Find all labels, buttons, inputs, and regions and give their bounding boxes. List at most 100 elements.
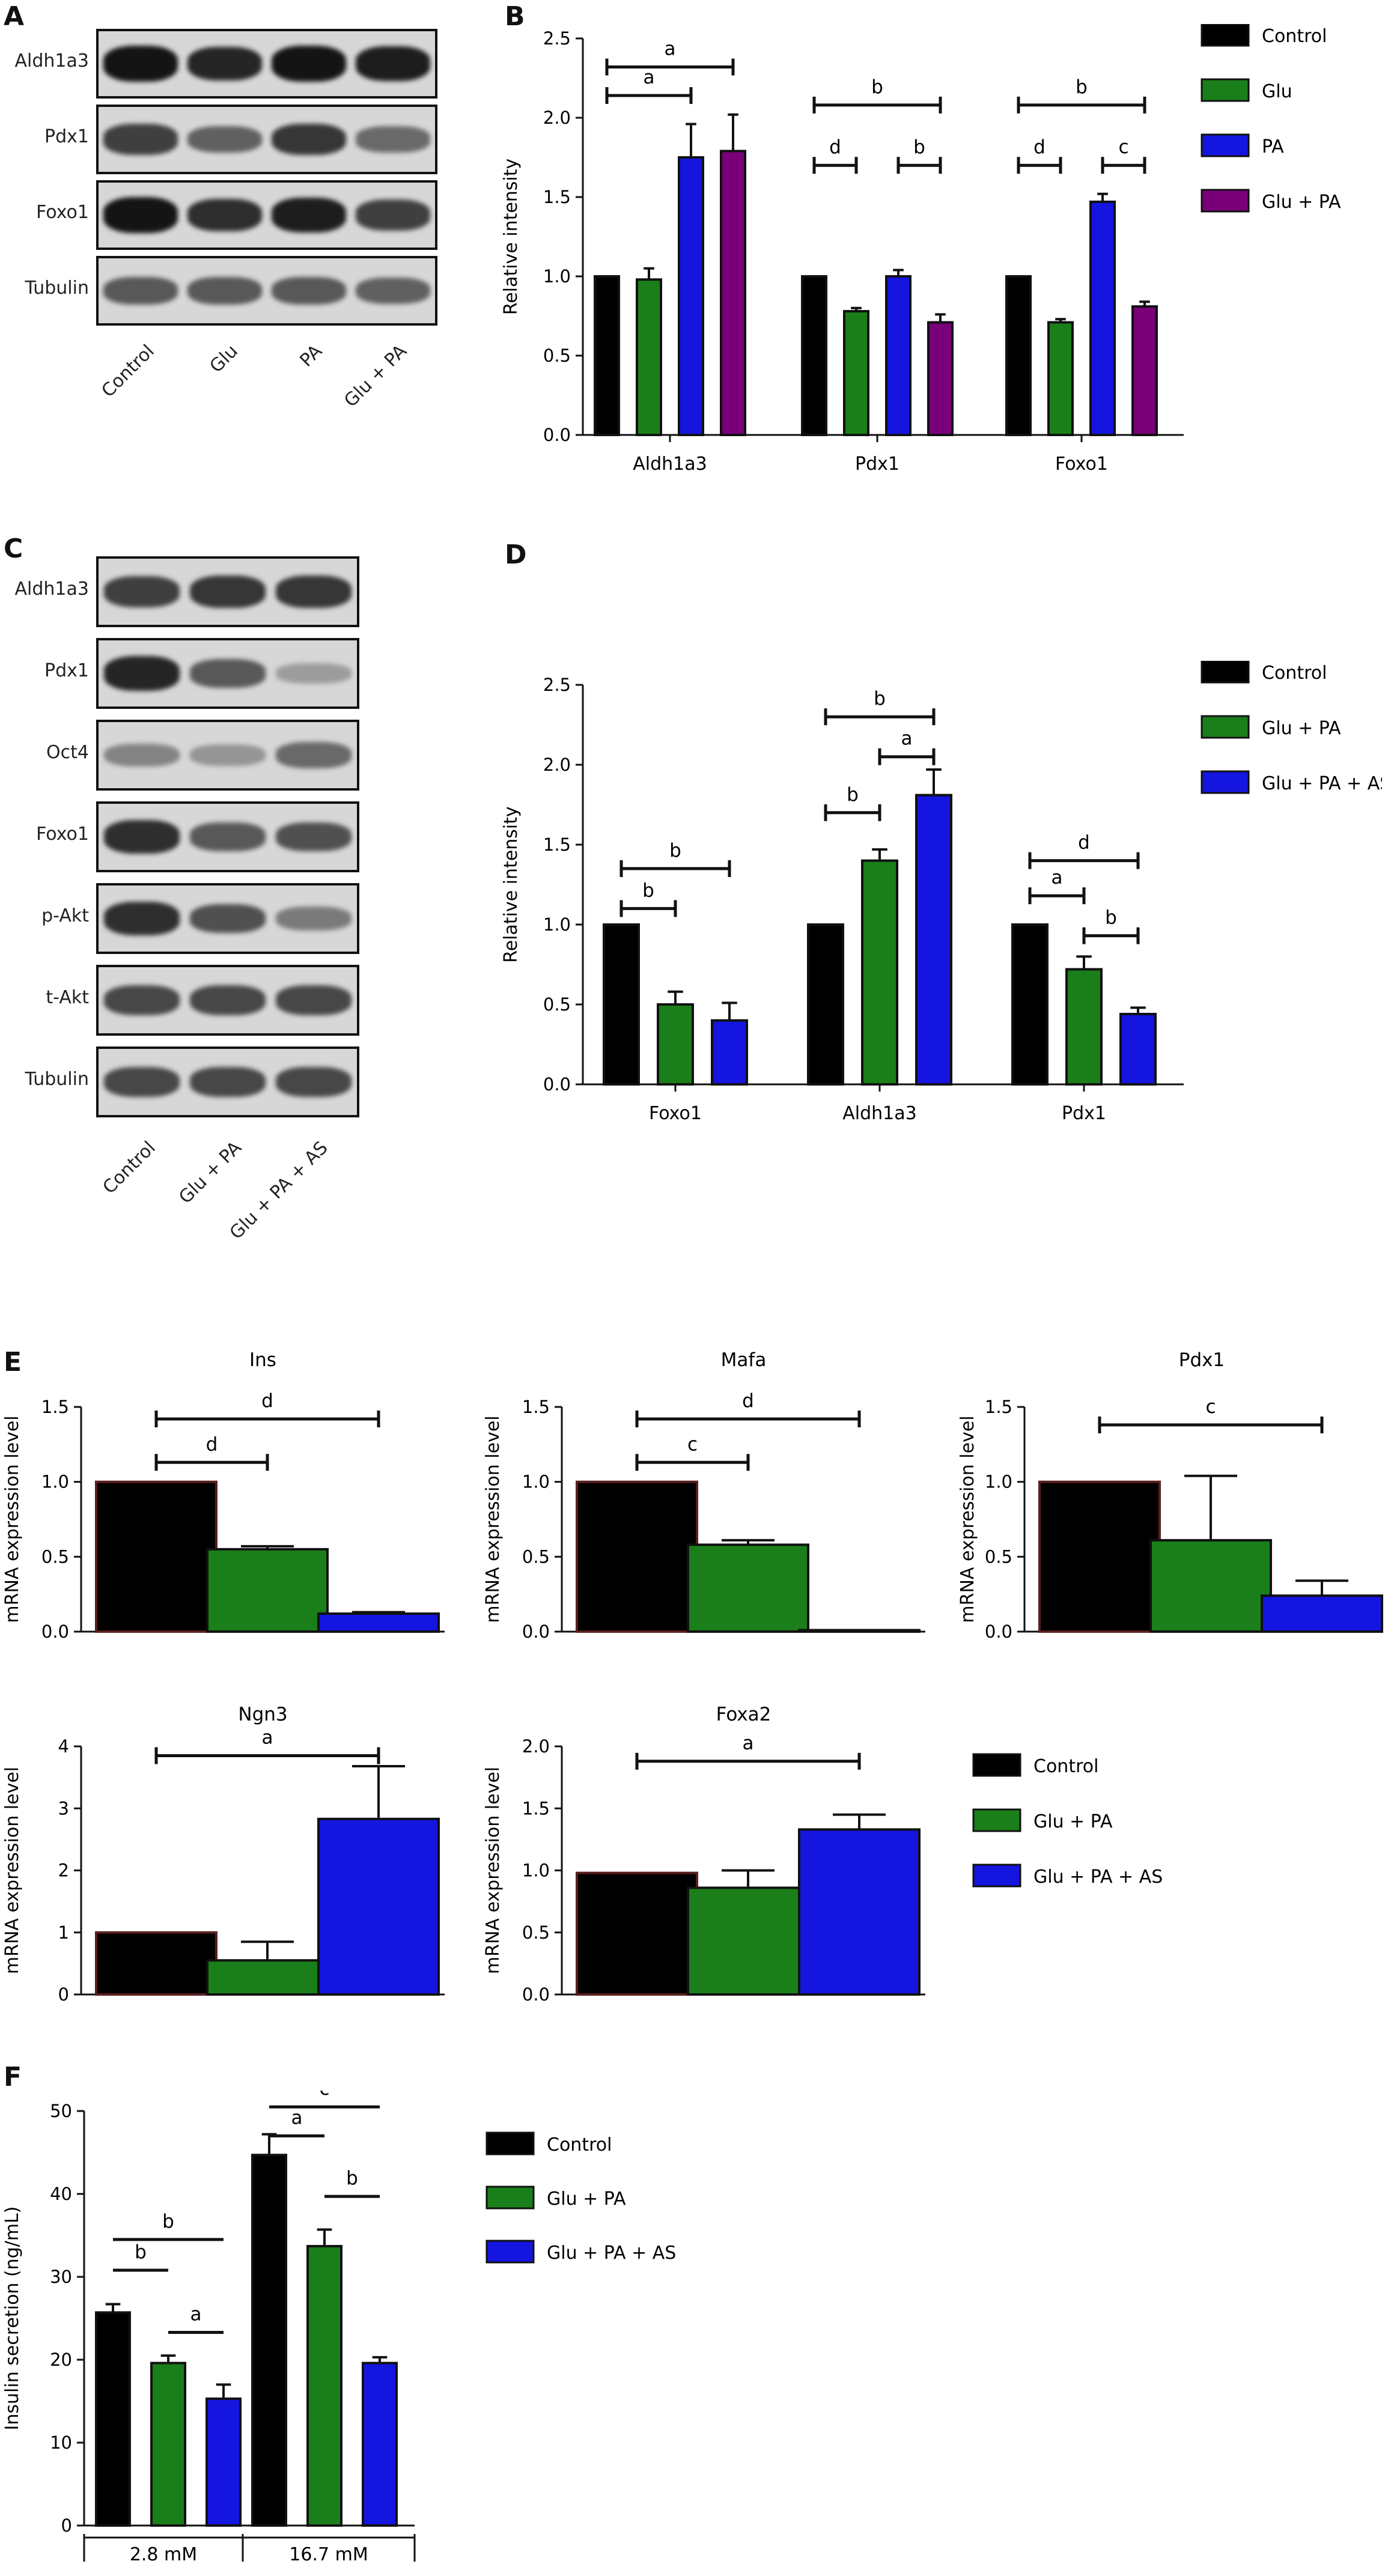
blot-band bbox=[276, 822, 352, 852]
y-tick-label: 1.5 bbox=[985, 1397, 1012, 1417]
blot-row-label: t-Akt bbox=[46, 987, 89, 1008]
y-tick-label: 1 bbox=[58, 1922, 69, 1943]
bar bbox=[594, 275, 620, 436]
bar bbox=[1119, 1012, 1157, 1086]
significance-label: c bbox=[319, 2091, 329, 2100]
bar bbox=[678, 156, 704, 436]
y-tick-label: 3 bbox=[58, 1798, 69, 1818]
blot-band-strip bbox=[96, 556, 359, 627]
blot-band bbox=[272, 46, 346, 82]
blot-band bbox=[189, 822, 266, 851]
y-tick-label: 20 bbox=[50, 2350, 72, 2370]
legend-swatch bbox=[1201, 770, 1250, 794]
y-tick-label: 1.0 bbox=[543, 266, 571, 287]
blot-band bbox=[103, 124, 178, 155]
blot-band bbox=[103, 820, 180, 854]
y-tick-label: 0.5 bbox=[543, 345, 571, 366]
blot-lane-label: Glu + PA bbox=[339, 341, 411, 412]
bar bbox=[1038, 1480, 1161, 1633]
blot-band bbox=[276, 576, 352, 608]
legend-swatch bbox=[972, 1808, 1021, 1832]
y-tick-label: 10 bbox=[50, 2432, 72, 2453]
y-tick-label: 1.0 bbox=[522, 1861, 550, 1881]
significance-label: a bbox=[665, 38, 676, 60]
blot-band bbox=[103, 276, 178, 305]
y-tick-label: 1.5 bbox=[41, 1397, 69, 1417]
y-tick-label: 0.0 bbox=[543, 1074, 571, 1095]
bar bbox=[306, 2244, 342, 2527]
blot-band-strip bbox=[96, 801, 359, 872]
blot-band bbox=[103, 46, 178, 82]
y-tick-label: 0.5 bbox=[522, 1922, 550, 1943]
y-tick-label: 2.0 bbox=[543, 108, 571, 128]
blot-band-strip bbox=[96, 105, 437, 174]
legend-label: Glu + PA + AS bbox=[1033, 1867, 1163, 1888]
blot-row-label: p-Akt bbox=[41, 905, 89, 926]
blot-row-label: Aldh1a3 bbox=[14, 50, 89, 71]
legend-swatch bbox=[1201, 24, 1250, 47]
y-tick-label: 0.0 bbox=[985, 1621, 1012, 1642]
y-axis-label: mRNA expression level bbox=[2, 1767, 23, 1974]
y-tick-label: 0.0 bbox=[41, 1621, 69, 1642]
blot-band bbox=[272, 198, 346, 232]
significance-label: a bbox=[901, 728, 913, 750]
significance-label: d bbox=[1078, 832, 1090, 854]
bar bbox=[95, 1931, 218, 1996]
blot-band bbox=[187, 198, 262, 232]
y-axis-label: mRNA expression level bbox=[957, 1415, 978, 1623]
chart-title: Mafa bbox=[721, 1349, 767, 1371]
y-tick-label: 2.0 bbox=[522, 1736, 550, 1757]
significance-label: a bbox=[291, 2107, 303, 2128]
y-tick-label: 0 bbox=[58, 1984, 69, 2005]
significance-label: b bbox=[346, 2167, 358, 2189]
significance-label: b bbox=[669, 840, 681, 861]
bar bbox=[927, 321, 954, 436]
legend-label: Control bbox=[1033, 1756, 1098, 1777]
bar bbox=[362, 2362, 398, 2527]
bar bbox=[576, 1480, 698, 1633]
y-axis-label: mRNA expression level bbox=[482, 1767, 504, 1974]
blot-band bbox=[276, 985, 352, 1016]
blot-band bbox=[272, 123, 346, 156]
chart-title: Pdx1 bbox=[1179, 1349, 1225, 1371]
x-tick-label: Aldh1a3 bbox=[633, 454, 707, 475]
legend-label: Control bbox=[1262, 26, 1327, 47]
bar bbox=[206, 1548, 329, 1633]
bar bbox=[915, 794, 952, 1086]
significance-label: a bbox=[743, 1733, 754, 1754]
y-tick-label: 1.5 bbox=[543, 834, 571, 855]
significance-label: a bbox=[190, 2303, 202, 2325]
y-tick-label: 0.0 bbox=[522, 1621, 550, 1642]
blot-band-strip bbox=[96, 965, 359, 1036]
blot-row-label: Tubulin bbox=[25, 278, 89, 299]
legend-label: Control bbox=[547, 2134, 612, 2155]
panel-letter-d: D bbox=[505, 539, 527, 570]
blot-band-strip bbox=[96, 180, 437, 250]
x-tick-label: Aldh1a3 bbox=[842, 1103, 916, 1124]
legend-label: Glu + PA bbox=[1262, 192, 1341, 213]
blot-row-label: Oct4 bbox=[46, 742, 89, 763]
chart-mafa: 0.0 0.5 1.0 1.5 mRNA expression level Mafa d c bbox=[482, 1349, 925, 1642]
bar bbox=[1065, 968, 1103, 1086]
legend-swatch bbox=[1201, 715, 1250, 739]
legend-swatch bbox=[1201, 133, 1250, 157]
blot-lane-label: Control bbox=[97, 341, 159, 402]
blot-row-label: Tubulin bbox=[25, 1069, 89, 1090]
y-tick-label: 2 bbox=[58, 1861, 69, 1881]
blot-band bbox=[189, 744, 266, 766]
panel-letter-a: A bbox=[4, 1, 25, 32]
panel-letter-e: E bbox=[4, 1347, 22, 1378]
legend-label: Glu + PA bbox=[1262, 718, 1341, 739]
bar bbox=[843, 310, 869, 436]
chart-panel-d: 0.0 0.5 1.0 1.5 2.0 2.5 Relative intensity Foxo… bbox=[501, 661, 1382, 1124]
significance-label: a bbox=[262, 1727, 273, 1748]
bar bbox=[885, 275, 912, 436]
x-tick-label: 16.7 mM bbox=[289, 2544, 368, 2565]
bar bbox=[576, 1871, 698, 1996]
blot-row-label: Foxo1 bbox=[36, 824, 89, 845]
legend-swatch bbox=[1201, 661, 1250, 684]
y-tick-label: 1.5 bbox=[522, 1798, 550, 1818]
y-tick-label: 0.5 bbox=[41, 1546, 69, 1567]
bar bbox=[603, 923, 640, 1086]
significance-label: c bbox=[1118, 136, 1128, 158]
